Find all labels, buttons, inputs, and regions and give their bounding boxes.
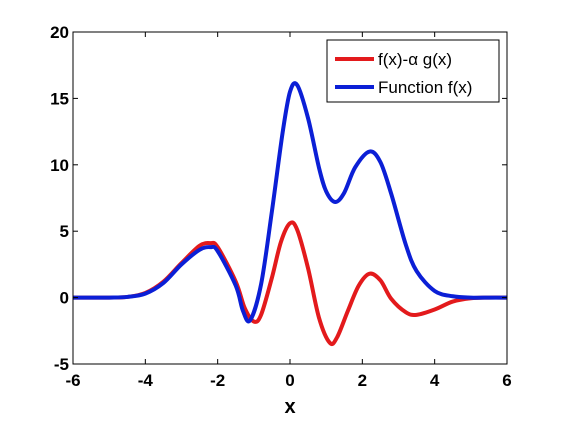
x-tick-label: -6 <box>65 371 80 390</box>
x-tick-label: -2 <box>210 371 225 390</box>
x-tick-label: -4 <box>138 371 154 390</box>
legend-label-blue: Function f(x) <box>378 78 472 97</box>
x-tick-label: 6 <box>502 371 511 390</box>
y-tick-label: 10 <box>50 156 69 175</box>
y-tick-label: -5 <box>54 355 69 374</box>
legend-box <box>326 39 500 103</box>
x-tick-label: 4 <box>430 371 440 390</box>
legend: f(x)-α g(x) Function f(x) <box>326 39 500 103</box>
legend-label-red: f(x)-α g(x) <box>378 50 452 69</box>
y-tick-label: 15 <box>50 89 69 108</box>
x-tick-label: 2 <box>358 371 367 390</box>
series-line-blue <box>72 81 507 324</box>
y-tick-label: 20 <box>50 23 69 42</box>
series-layer <box>72 81 508 347</box>
x-tick-label: 0 <box>285 371 294 390</box>
y-tick-label: 0 <box>60 289 69 308</box>
x-axis-label: x <box>284 396 295 418</box>
y-tick-label: 5 <box>60 222 69 241</box>
ticks-layer: -6 -4 -2 0 2 4 6 -5 0 5 10 15 20 <box>50 23 512 390</box>
